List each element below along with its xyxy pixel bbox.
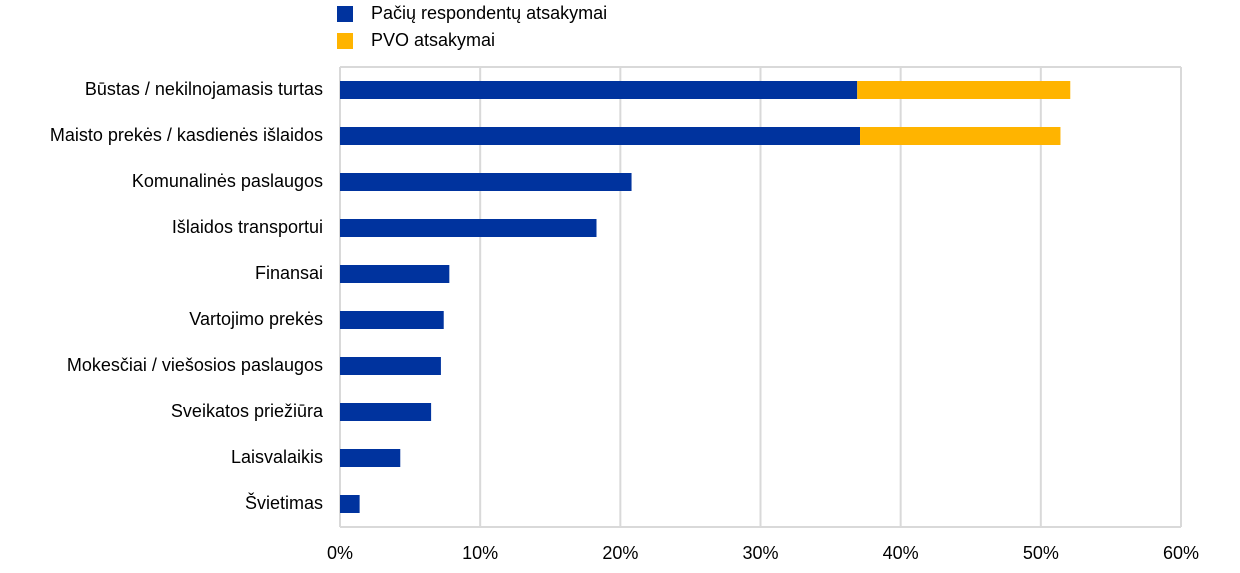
y-tick-label: Vartojimo prekės — [189, 309, 323, 329]
x-tick-label: 30% — [742, 543, 778, 563]
x-tick-label: 10% — [462, 543, 498, 563]
y-tick-label: Išlaidos transportui — [172, 217, 323, 237]
legend-label: PVO atsakymai — [371, 30, 495, 50]
x-tick-label: 20% — [602, 543, 638, 563]
bar — [340, 357, 441, 375]
bar — [340, 311, 444, 329]
y-tick-label: Sveikatos priežiūra — [171, 401, 324, 421]
bar — [340, 265, 450, 283]
legend-swatch — [337, 33, 353, 49]
y-tick-label: Švietimas — [245, 492, 323, 513]
bar — [340, 219, 597, 237]
x-tick-label: 0% — [327, 543, 353, 563]
y-tick-label: Maisto prekės / kasdienės išlaidos — [50, 125, 323, 145]
x-tick-label: 50% — [1023, 543, 1059, 563]
bar — [340, 173, 632, 191]
bar — [857, 81, 1071, 99]
bar — [340, 127, 861, 145]
y-tick-label: Finansai — [255, 263, 323, 283]
bar — [340, 81, 858, 99]
x-tick-label: 60% — [1163, 543, 1199, 563]
legend-label: Pačių respondentų atsakymai — [371, 3, 607, 23]
bar — [340, 495, 360, 513]
x-tick-label: 40% — [883, 543, 919, 563]
y-tick-label: Būstas / nekilnojamasis turtas — [85, 79, 323, 99]
bar — [340, 449, 401, 467]
y-tick-label: Mokesčiai / viešosios paslaugos — [67, 355, 323, 375]
legend-swatch — [337, 6, 353, 22]
bar — [340, 403, 432, 421]
y-tick-label: Laisvalaikis — [231, 447, 323, 467]
y-tick-label: Komunalinės paslaugos — [132, 171, 323, 191]
bar — [860, 127, 1061, 145]
